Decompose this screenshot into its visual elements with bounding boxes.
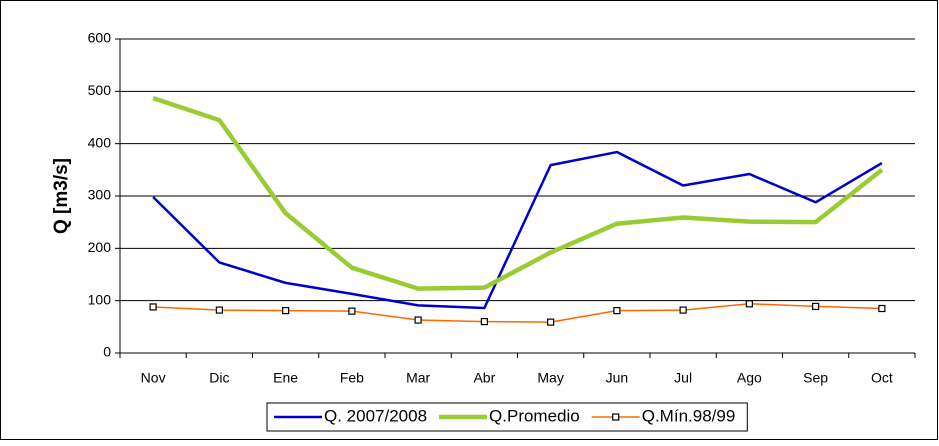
legend-label: Q. 2007/2008 — [324, 406, 427, 425]
x-tick-label: Nov — [141, 370, 166, 386]
x-tick-label: Jun — [606, 370, 629, 386]
point-marker — [745, 300, 753, 308]
y-tick-label: 600 — [88, 30, 112, 46]
y-tick-label: 300 — [88, 187, 112, 203]
legend-marker — [612, 413, 620, 421]
point-marker — [149, 303, 157, 311]
series-line — [152, 150, 883, 310]
point-marker — [878, 304, 886, 313]
point-marker — [613, 307, 621, 315]
series-line — [153, 303, 882, 323]
point-marker — [215, 306, 223, 314]
x-tick-label: Abr — [473, 370, 495, 386]
x-tick-label: Oct — [871, 370, 893, 386]
point-marker — [480, 318, 488, 326]
y-tick-label: 0 — [103, 344, 111, 360]
point-marker — [679, 306, 687, 314]
series-line — [152, 96, 884, 291]
y-tick-label: 400 — [88, 134, 112, 150]
legend-label: Q.Mín.98/99 — [642, 406, 736, 425]
x-tick-label: Jul — [674, 370, 692, 386]
point-marker — [547, 318, 555, 326]
x-tick-label: Dic — [209, 370, 229, 386]
point-marker — [414, 316, 422, 324]
y-tick-label: 500 — [88, 82, 112, 98]
x-tick-label: Sep — [803, 370, 828, 386]
x-tick-label: Mar — [406, 370, 430, 386]
point-marker — [348, 307, 356, 315]
x-tick-label: Ago — [737, 370, 762, 386]
y-tick-label: 200 — [88, 239, 112, 255]
point-marker — [282, 307, 290, 315]
legend: Q. 2007/2008 Q.Promedio Q.Mín.98/99 — [266, 402, 748, 432]
legend-label: Q.Promedio — [489, 406, 580, 425]
y-tick-label: 100 — [88, 291, 112, 307]
point-marker — [812, 302, 820, 311]
x-tick-label: Ene — [273, 370, 298, 386]
legend-box — [266, 402, 748, 432]
x-tick-label: May — [537, 370, 563, 386]
x-tick-label: Feb — [340, 370, 364, 386]
y-axis-label: Q [m3/s] — [51, 158, 72, 234]
